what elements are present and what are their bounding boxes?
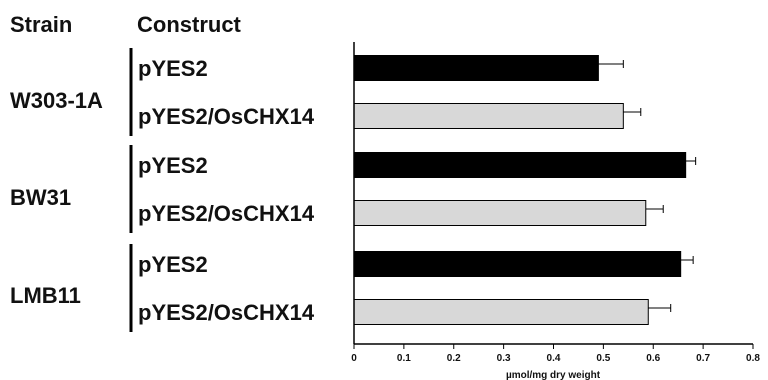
- x-axis-label: µmol/mg dry weight: [506, 370, 601, 380]
- x-tick-label: 0.3: [497, 353, 511, 364]
- x-tick-label: 0.7: [696, 353, 710, 364]
- construct-header: Construct: [137, 12, 242, 37]
- bars: [353, 55, 697, 325]
- x-tick-label: 0.2: [447, 353, 461, 364]
- x-tick-label: 0.5: [596, 353, 610, 364]
- x-tick-label: 0: [351, 353, 357, 364]
- bar: [353, 152, 687, 178]
- construct-label: pYES2/OsCHX14: [138, 104, 315, 129]
- strain-label: LMB11: [10, 283, 81, 308]
- bar: [353, 251, 682, 277]
- x-tick-label: 0.1: [397, 353, 411, 364]
- construct-label: pYES2/OsCHX14: [138, 201, 315, 226]
- strain-label: W303-1A: [10, 88, 103, 113]
- construct-label: pYES2/OsCHX14: [138, 300, 315, 325]
- bar: [353, 55, 599, 81]
- x-tick-label: 0.8: [746, 353, 760, 364]
- construct-label: pYES2: [138, 252, 208, 277]
- strain-header: Strain: [10, 12, 72, 37]
- x-tick-label: 0.6: [646, 353, 660, 364]
- x-tick-label: 0.4: [547, 353, 561, 364]
- bar: [353, 299, 649, 325]
- construct-label: pYES2: [138, 56, 208, 81]
- bar: [353, 200, 647, 226]
- strain-label: BW31: [10, 185, 71, 210]
- bar: [353, 103, 624, 129]
- row-labels: W303-1A pYES2 pYES2/OsCHX14 BW31 pYES2 pYES2/…: [10, 48, 315, 332]
- construct-label: pYES2: [138, 153, 208, 178]
- x-axis: 0 0.1 0.2 0.3 0.4 0.5 0.6 0.7 0.8: [351, 42, 760, 364]
